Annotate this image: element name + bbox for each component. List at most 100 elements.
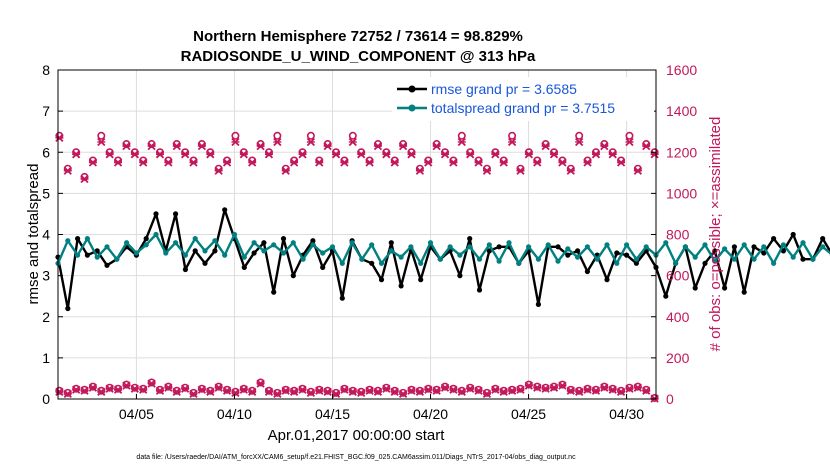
totalspread-point [751,256,757,262]
obs-possible-marker [332,388,341,397]
rmse-point [575,248,581,254]
totalspread-point [212,238,218,244]
obs-possible-marker [432,385,441,394]
obs-assimilated-marker [382,384,391,393]
obs-assimilated-marker [222,386,232,395]
rmse-point [771,236,777,242]
totalspread-point [359,256,365,262]
obs-assimilated-marker [63,389,72,398]
legend-box [392,77,654,121]
obs-possible-marker [155,385,164,394]
obs-assimilated-marker [533,383,542,392]
obs-possible-marker [390,386,399,395]
totalspread-point [320,250,326,256]
totalspread-point [526,244,532,250]
obs-assimilated-marker [382,150,391,159]
obs-assimilated-marker [365,386,374,395]
obs-possible-marker [508,385,517,394]
obs-assimilated-marker [357,388,366,397]
rmse-point [75,236,81,242]
totalspread-point [408,244,414,250]
obs-assimilated-marker [398,389,408,398]
obs-assimilated-marker [357,150,366,159]
y-tick-label: 2 [42,309,50,325]
totalspread-point [369,242,375,248]
obs-assimilated-marker [323,387,332,396]
obs-possible-marker [340,384,349,393]
obs-assimilated-marker [424,158,433,167]
obs-possible-marker [407,385,416,394]
obs-assimilated-marker [575,387,584,396]
obs-assimilated-marker [608,385,617,394]
rmse-point [467,236,473,242]
obs-assimilated-marker [231,137,240,147]
totalspread-point [163,250,169,256]
obs-assimilated-marker [323,141,332,151]
obs-assimilated-marker [608,150,617,159]
totalspread-point [437,256,443,262]
totalspread-point [124,240,130,246]
y2-axis-label: # of obs: o=possible; ×=assimilated [707,117,724,352]
obs-possible-marker [633,382,642,391]
obs-assimilated-marker [516,385,525,394]
obs-assimilated-marker [189,158,198,167]
axis-ticks: 0 1 2 3 4 5 6 7 8 0 200 400 600 800 1000 1200 1400 1600 04… [42,62,697,422]
obs-assimilated-marker [466,150,475,159]
y2-tick-label: 1400 [666,103,697,119]
obs-assimilated-marker [273,137,282,147]
totalspread-point [457,252,463,258]
rmse-point [820,236,826,242]
obs-assimilated-marker [80,386,89,395]
obs-possible-marker [575,131,584,140]
obs-assimilated-marker [432,386,441,395]
totalspread-point [594,256,600,262]
rmse-point [486,248,492,254]
obs-assimilated-marker [549,150,559,159]
totalspread-point [427,240,434,246]
rmse-point [741,289,747,295]
obs-assimilated-marker [440,150,450,159]
obs-assimilated-marker [88,383,98,392]
x-tick-label: 04/20 [413,406,448,422]
obs-possible-marker [298,384,307,393]
obs-possible-marker [608,384,617,393]
rmse-point [761,250,767,256]
totalspread-point [633,256,640,262]
totalspread-point [673,260,679,266]
y2-tick-label: 600 [666,268,690,284]
obs-possible-marker [566,385,575,394]
obs-assimilated-marker [155,386,165,395]
obs-assimilated-marker [524,150,534,159]
obs-possible-marker [399,388,408,397]
y-tick-label: 8 [42,62,50,78]
rmse-point [800,256,806,262]
y-tick-label: 5 [42,185,50,201]
rmse-point [712,248,718,254]
rmse-point [143,236,149,242]
obs-assimilated-marker [214,383,223,392]
totalspread-point [614,260,620,266]
obs-assimilated-marker [306,137,316,147]
y2-tick-label: 1600 [666,62,697,78]
obs-assimilated-marker [499,387,508,396]
totalspread-point [545,242,551,248]
obs-assimilated-marker [72,150,81,159]
obs-assimilated-marker [575,137,584,147]
obs-assimilated-marker [197,141,207,151]
obs-assimilated-marker [642,386,651,395]
y-axis-label: rmse and totalspread [25,164,42,305]
totalspread-point [535,256,542,262]
obs-assimilated-marker [147,141,156,151]
y-tick-label: 4 [42,227,50,243]
series-layer [55,207,830,312]
obs-assimilated-marker [88,158,98,167]
rmse-point [398,283,404,289]
y2-tick-label: 800 [666,227,690,243]
obs-possible-marker [424,384,433,393]
obs-assimilated-marker [239,150,248,159]
obs-possible-marker [466,383,475,392]
x-tick-label: 04/10 [217,406,252,422]
rmse-point [251,250,257,256]
obs-possible-marker [415,386,424,395]
totalspread-point [820,244,826,250]
